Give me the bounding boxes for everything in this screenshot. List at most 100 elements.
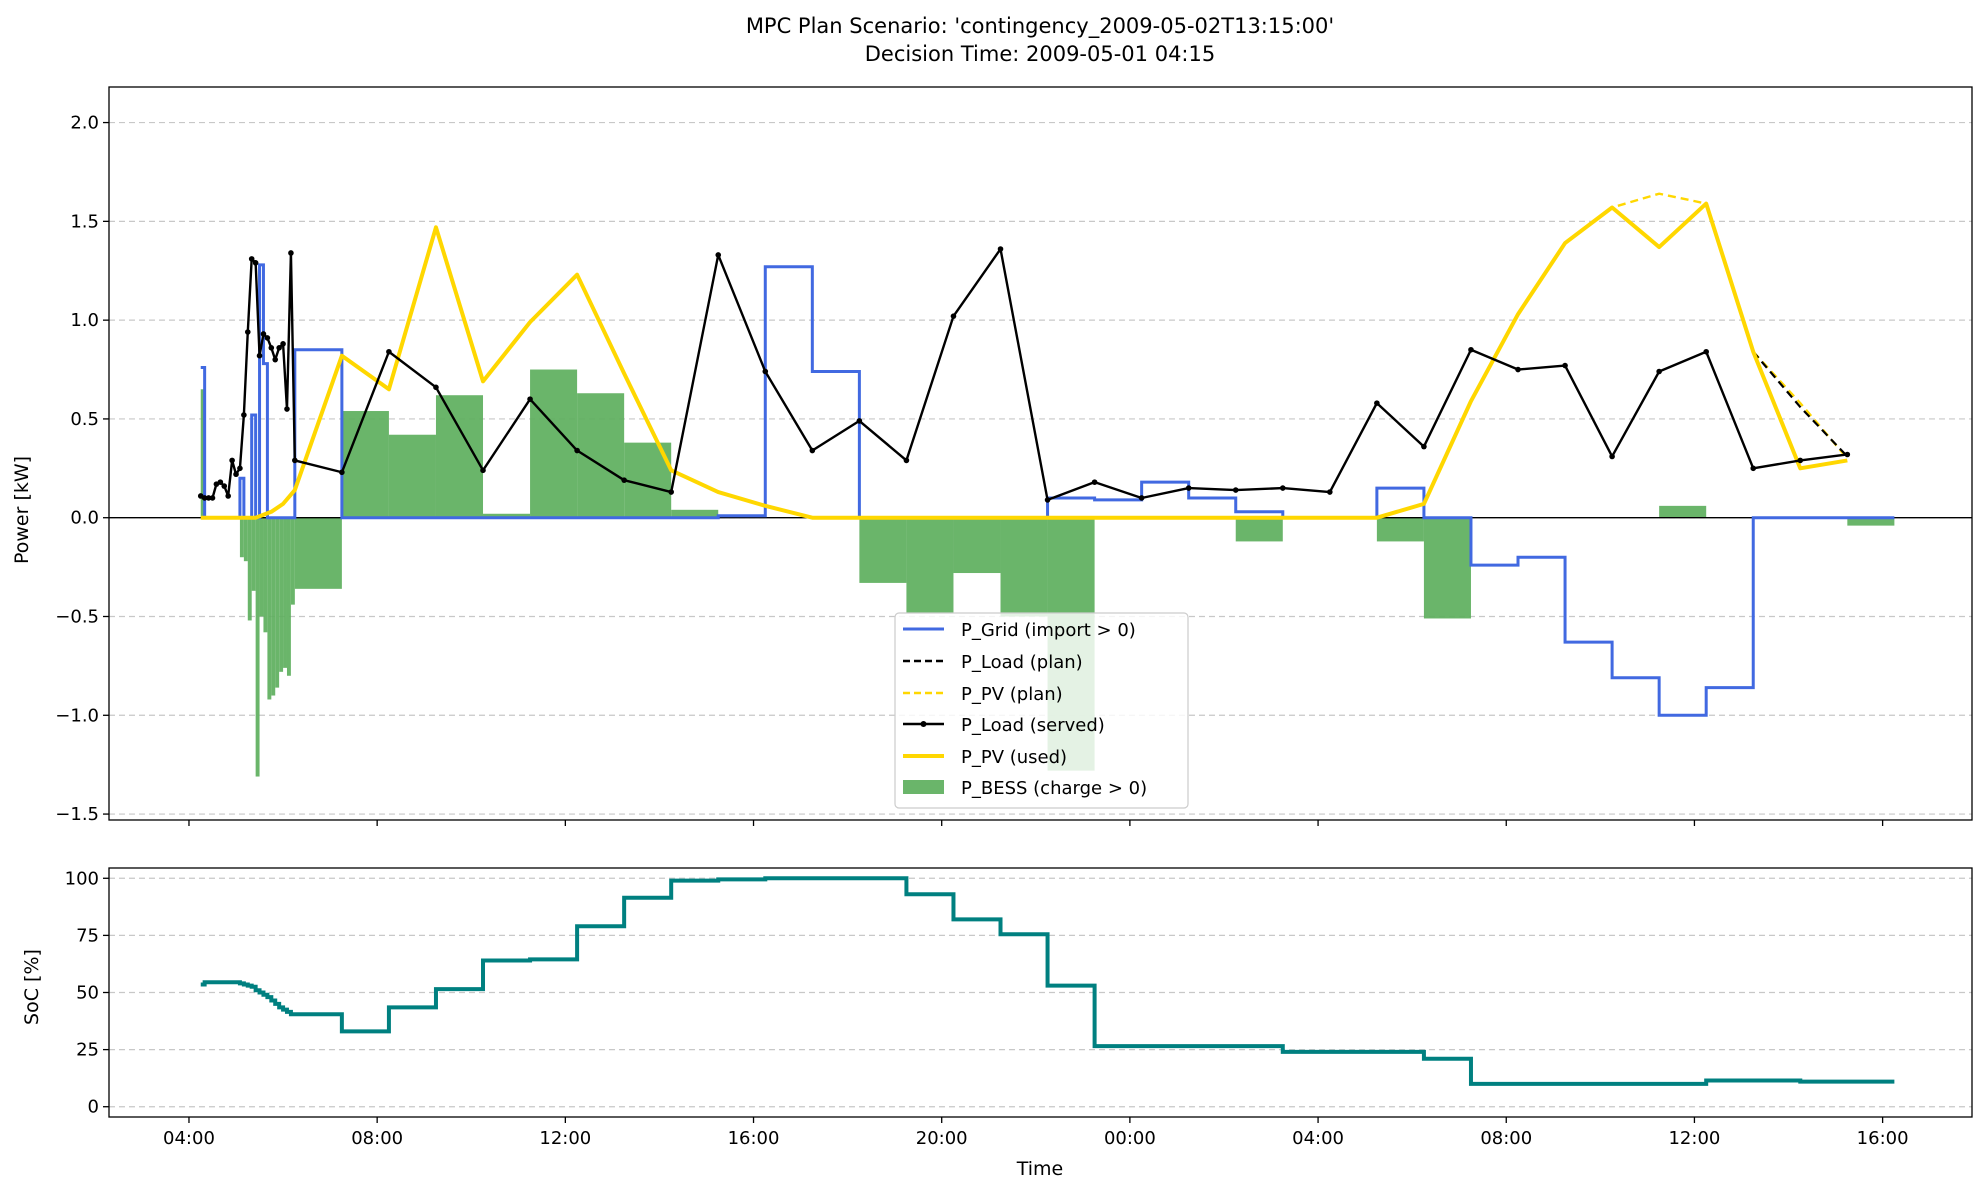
power-x-ticks (188, 820, 1884, 826)
bess-bar (1847, 517, 1895, 526)
bess-bar (953, 517, 1001, 574)
load-served-point (1421, 443, 1427, 450)
bess-bar (1423, 517, 1471, 619)
bess-bar (859, 517, 907, 583)
bess-bar (283, 517, 287, 668)
load-served-point (288, 250, 294, 256)
load-served-point (256, 352, 263, 359)
load-served-point (1091, 479, 1098, 485)
load-served-point (264, 335, 271, 341)
power-y-tick-label: −1.5 (55, 804, 99, 825)
bess-bar (239, 517, 244, 558)
load-served-point (1656, 368, 1662, 375)
load-served-point (1185, 485, 1192, 491)
bess-bar (259, 517, 264, 617)
legend-label-load-plan: P_Load (plan) (961, 652, 1083, 673)
chart-title: MPC Plan Scenario: 'contingency_2009-05-… (746, 14, 1334, 39)
bess-bar (388, 434, 436, 518)
load-served-point (1468, 346, 1474, 353)
load-served-point (1562, 362, 1568, 369)
load-served-point (809, 447, 816, 454)
x-tick-label: 16:00 (728, 1128, 780, 1149)
x-tick-label: 12:00 (1668, 1128, 1720, 1149)
load-served-point (480, 467, 486, 474)
load-served-point (1844, 451, 1851, 458)
legend-item-bess: P_BESS (charge > 0) (903, 778, 1147, 799)
load-served-point (1044, 497, 1051, 503)
power-y-tick-label: −1.0 (55, 705, 99, 726)
bess-bar (483, 513, 531, 518)
load-served-point (229, 457, 235, 464)
soc-y-tick-label: 100 (65, 868, 99, 889)
bess-bar (1659, 505, 1707, 518)
load-served-point (950, 313, 957, 319)
bess-bar (290, 517, 295, 605)
load-served-point (1327, 489, 1333, 495)
load-served-line (200, 247, 1848, 502)
load-served-point (1374, 400, 1380, 406)
load-served-point (1279, 485, 1286, 491)
load-served-point (856, 418, 863, 424)
x-tick-label: 16:00 (1857, 1128, 1909, 1149)
load-served-point (1797, 457, 1804, 464)
load-served-point (621, 477, 627, 483)
bess-bar (200, 389, 205, 518)
load-served-point (205, 495, 212, 501)
power-axes-frame (108, 86, 1973, 821)
load-served-point (762, 368, 769, 375)
load-served-point (268, 344, 275, 351)
bess-bar (255, 517, 260, 777)
x-tick-label: 04:00 (163, 1128, 215, 1149)
load-served-point (574, 447, 580, 454)
power-panel: −1.5 −1.0 −0.5 0.0 0.5 1.0 1.5 2.0 Power [kW] (11, 86, 1973, 826)
legend-label-grid: P_Grid (import > 0) (961, 620, 1136, 641)
load-served-point (386, 348, 392, 355)
load-served-point (1138, 495, 1145, 501)
power-y-tick-label: 1.5 (70, 211, 99, 232)
legend-label-bess: P_BESS (charge > 0) (961, 778, 1147, 799)
load-served-point (433, 384, 439, 391)
x-tick-label: 08:00 (351, 1128, 403, 1149)
x-tick-label: 20:00 (916, 1128, 968, 1149)
load-served-point (903, 457, 910, 464)
bess-bar (279, 517, 284, 672)
power-y-tick-label: 2.0 (70, 113, 99, 134)
x-tick-label: 08:00 (1480, 1128, 1532, 1149)
soc-panel: 0 25 50 75 100 04:00 08:00 12:00 16:00 20:00 00:0… (21, 867, 1973, 1180)
power-y-ticks: −1.5 −1.0 −0.5 0.0 0.5 1.0 1.5 2.0 (55, 113, 109, 825)
load-served-point (1515, 366, 1521, 373)
load-served-point (1703, 348, 1709, 355)
bess-bar (243, 517, 248, 562)
load-served-point (260, 331, 267, 337)
bess-bar (341, 411, 389, 518)
x-tick-label: 12:00 (539, 1128, 591, 1149)
load-served-point (339, 469, 345, 476)
load-served-point (233, 471, 239, 478)
power-y-tick-label: 0.0 (70, 508, 99, 529)
bess-bar (267, 517, 272, 700)
load-served-point (237, 465, 243, 472)
soc-y-ticks: 0 25 50 75 100 (65, 868, 109, 1118)
power-series (197, 192, 1895, 717)
load-served-point (221, 483, 228, 489)
load-served-point (201, 495, 208, 501)
bess-bar (271, 517, 276, 696)
legend-marker-load-served (920, 721, 927, 727)
load-served-point (248, 256, 255, 262)
bess-bar (671, 509, 719, 518)
legend-item-pv-used: P_PV (used) (903, 747, 1067, 768)
power-y-tick-label: 0.5 (70, 409, 99, 430)
bess-bar (1235, 517, 1283, 542)
bess-bar (1000, 517, 1048, 617)
power-y-label: Power [kW] (11, 456, 33, 564)
chart-subtitle: Decision Time: 2009-05-01 04:15 (865, 42, 1215, 66)
legend-item-load-plan: P_Load (plan) (903, 652, 1083, 673)
legend-label-load-served: P_Load (served) (961, 715, 1105, 736)
bess-bar (247, 517, 252, 621)
legend-label-pv-used: P_PV (used) (961, 747, 1067, 768)
load-served-point (527, 396, 533, 402)
soc-series (200, 876, 1895, 1086)
pv-used-line (200, 201, 1848, 520)
legend-label-pv-plan: P_PV (plan) (961, 684, 1063, 705)
load-served-point (1232, 487, 1239, 493)
